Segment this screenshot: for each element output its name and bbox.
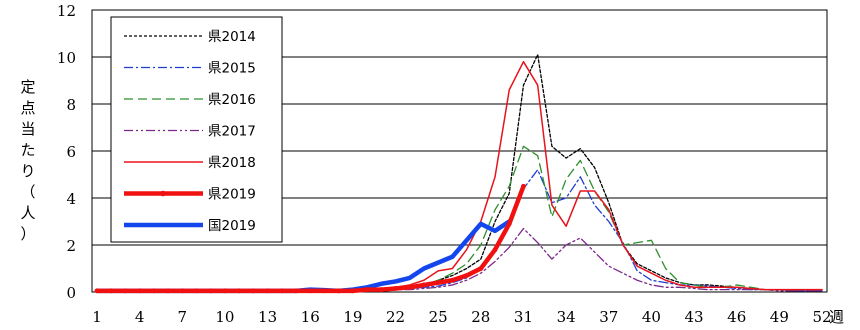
series-line-3 xyxy=(96,227,823,292)
series-point-5 xyxy=(165,288,171,294)
x-tick-label: 52 xyxy=(812,308,831,326)
series-point-5 xyxy=(194,288,199,294)
series-point-5 xyxy=(364,287,370,293)
series-point-5 xyxy=(108,288,114,294)
series-point-5 xyxy=(265,288,270,294)
x-tick-label: 40 xyxy=(642,308,661,326)
y-tick-label: 2 xyxy=(66,237,76,255)
legend-marker-5 xyxy=(160,190,166,197)
series-point-5 xyxy=(393,286,398,291)
y-tick-label: 8 xyxy=(66,96,76,114)
x-tick-label: 13 xyxy=(258,308,277,326)
series-point-5 xyxy=(521,183,526,189)
plot-frame xyxy=(91,9,828,293)
x-tick-label: 31 xyxy=(514,308,533,326)
series-point-5 xyxy=(151,288,157,294)
y-axis-label-char: 点 xyxy=(20,99,35,117)
series-point-5 xyxy=(506,221,512,227)
series-point-5 xyxy=(123,288,128,294)
y-axis-label-char: り xyxy=(20,162,35,180)
series-point-5 xyxy=(307,288,313,294)
legend: 県2014 県2015 県2016 県2017 県2018 県2019 国2019 xyxy=(110,16,283,243)
series-point-5 xyxy=(250,288,256,294)
legend-label-5: 県2019 xyxy=(208,187,256,203)
y-axis-label-char: 当 xyxy=(20,120,35,138)
y-tick-label: 6 xyxy=(66,143,76,161)
x-tick-label: 49 xyxy=(770,308,789,326)
x-tick-label: 43 xyxy=(685,308,704,326)
x-tick-label: 1 xyxy=(92,308,102,326)
series-lines xyxy=(94,54,823,294)
series-point-5 xyxy=(94,288,100,294)
x-tick-label: 16 xyxy=(301,308,320,326)
x-tick-label: 19 xyxy=(343,308,362,326)
y-axis-label-char: 人 xyxy=(20,204,35,222)
series-point-5 xyxy=(464,273,470,278)
y-tick-labels: 0 2 4 6 8 10 12 xyxy=(57,2,76,302)
x-tick-label: 10 xyxy=(215,308,234,326)
y-tick-label: 10 xyxy=(57,49,76,67)
y-axis-label-char: （ xyxy=(20,183,35,201)
series-point-5 xyxy=(407,284,413,290)
x-tick-label: 46 xyxy=(727,308,746,326)
x-tick-label: 37 xyxy=(599,308,618,326)
series-point-5 xyxy=(208,288,214,294)
series-point-5 xyxy=(378,287,384,293)
series-point-5 xyxy=(236,288,242,294)
series-point-5 xyxy=(435,280,441,285)
series-point-5 xyxy=(421,282,427,288)
x-axis-unit: 週 xyxy=(829,308,844,326)
y-axis-label-char: た xyxy=(20,141,35,159)
x-tick-label: 22 xyxy=(386,308,405,326)
series-point-5 xyxy=(322,288,327,294)
x-tick-label: 4 xyxy=(135,308,145,326)
x-tick-labels: 1 4 7 10 13 16 19 22 25 28 31 34 37 40 43 46 49 52 xyxy=(92,308,831,326)
x-tick-label: 25 xyxy=(429,308,448,326)
legend-label-0: 県2014 xyxy=(208,29,256,45)
series-point-5 xyxy=(179,288,185,294)
y-tick-label: 4 xyxy=(66,190,76,208)
legend-label-1: 県2015 xyxy=(208,61,256,77)
y-tick-label: 0 xyxy=(66,284,76,302)
series-point-5 xyxy=(293,288,299,294)
series-point-5 xyxy=(279,288,285,294)
legend-label-3: 県2017 xyxy=(208,124,256,140)
series-point-5 xyxy=(222,288,228,294)
series-point-5 xyxy=(492,247,498,253)
series-point-5 xyxy=(336,288,342,294)
y-tick-label: 12 xyxy=(57,2,76,20)
legend-box xyxy=(110,16,283,243)
x-tick-label: 28 xyxy=(471,308,490,326)
series-point-5 xyxy=(137,288,143,294)
legend-label-2: 県2016 xyxy=(208,92,256,108)
x-tick-label: 7 xyxy=(178,308,188,326)
legend-label-4: 県2018 xyxy=(208,155,256,171)
x-tick-label: 34 xyxy=(557,308,576,326)
series-point-5 xyxy=(449,277,455,283)
legend-label-6: 国2019 xyxy=(208,218,256,234)
y-axis-label-char: 定 xyxy=(20,78,35,96)
series-point-5 xyxy=(350,288,356,294)
y-axis-label-char: ） xyxy=(20,225,35,243)
series-point-5 xyxy=(478,266,484,271)
